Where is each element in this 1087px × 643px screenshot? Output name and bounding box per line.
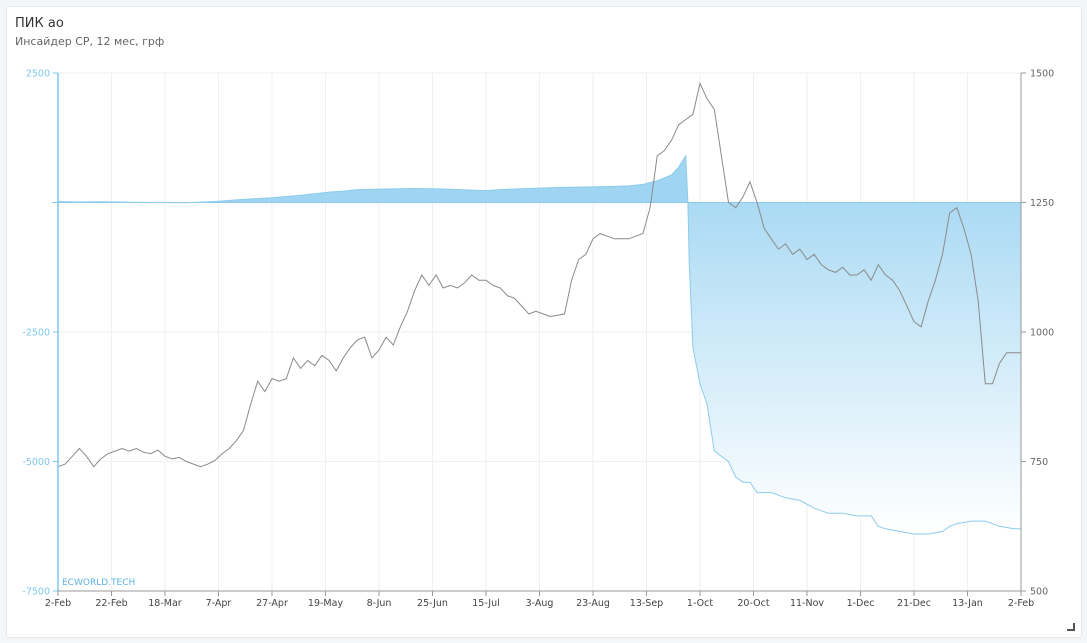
- price-line: [57, 81, 1021, 468]
- left-tick-label: -2500: [22, 328, 50, 339]
- right-tick-label: 500: [1030, 587, 1048, 598]
- right-tick-label: 1250: [1030, 198, 1054, 209]
- axes: 2500-2500-5000-75001500125010007505002-F…: [22, 69, 1054, 610]
- x-tick-label: 7-Apr: [206, 598, 232, 609]
- x-tick-label: 19-May: [308, 598, 344, 609]
- left-tick-label: -5000: [22, 457, 50, 468]
- resize-handle-icon[interactable]: [1067, 623, 1075, 631]
- left-tick-label: -7500: [22, 587, 50, 598]
- x-tick-label: 13-Sep: [630, 598, 663, 609]
- chart-subtitle: Инсайдер СР, 12 мес, грф: [15, 35, 165, 48]
- insider-area-negative: [58, 202, 1021, 534]
- right-tick-label: 750: [1030, 457, 1048, 468]
- x-tick-label: 20-Oct: [737, 598, 769, 609]
- x-tick-label: 2-Feb: [45, 598, 71, 609]
- x-tick-label: 27-Apr: [256, 598, 288, 609]
- insider-area-positive: [58, 155, 688, 202]
- x-tick-label: 8-Jun: [367, 598, 392, 609]
- chart-title: ПИК ао: [15, 16, 64, 31]
- x-tick-label: 1-Oct: [687, 598, 713, 609]
- x-tick-label: 3-Aug: [526, 598, 554, 609]
- x-tick-label: 22-Feb: [95, 598, 127, 609]
- left-tick-label: 2500: [26, 69, 50, 80]
- x-tick-label: 13-Jan: [952, 598, 983, 609]
- x-tick-label: 23-Aug: [576, 598, 610, 609]
- x-tick-label: 21-Dec: [897, 598, 931, 609]
- x-tick-label: 1-Dec: [847, 598, 875, 609]
- x-tick-label: 25-Jun: [417, 598, 448, 609]
- right-tick-label: 1000: [1030, 328, 1054, 339]
- insider-area: [52, 154, 1021, 535]
- insider-area-outline: [57, 154, 1021, 535]
- watermark: ECWORLD.TECH: [62, 578, 135, 588]
- x-tick-label: 18-Mar: [148, 598, 182, 609]
- right-tick-label: 1500: [1030, 69, 1054, 80]
- x-tick-label: 2-Feb: [1008, 598, 1034, 609]
- price-series-line: [57, 81, 1021, 468]
- x-tick-label: 11-Nov: [790, 598, 824, 609]
- x-tick-label: 15-Jul: [472, 598, 500, 609]
